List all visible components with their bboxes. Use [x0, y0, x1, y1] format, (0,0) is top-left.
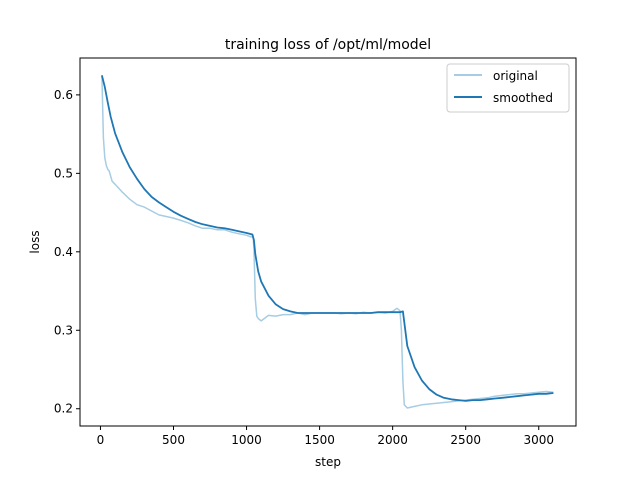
legend-label-smoothed: smoothed: [493, 91, 553, 105]
x-tick-label: 2500: [450, 433, 481, 447]
plot-frame: [79, 57, 577, 427]
y-tick-label: 0.6: [54, 88, 73, 102]
legend-label-original: original: [493, 69, 538, 83]
y-tick-label: 0.2: [54, 402, 73, 416]
x-tick-label: 500: [162, 433, 185, 447]
x-tick-label: 2000: [377, 433, 408, 447]
x-axis-label: step: [315, 455, 341, 469]
series-line-original: [101, 75, 554, 409]
legend: original smoothed: [446, 63, 570, 113]
x-tick-label: 1000: [231, 433, 262, 447]
x-tick-label: 0: [97, 433, 105, 447]
x-tick-label: 1500: [304, 433, 335, 447]
y-tick-label: 0.5: [54, 166, 73, 180]
y-tick-label: 0.4: [54, 245, 73, 259]
series-line-smoothed: [101, 75, 554, 402]
chart-title: training loss of /opt/ml/model: [225, 37, 431, 53]
y-axis-label: loss: [28, 230, 42, 253]
x-tick-label: 3000: [523, 433, 554, 447]
y-tick-label: 0.3: [54, 323, 73, 337]
